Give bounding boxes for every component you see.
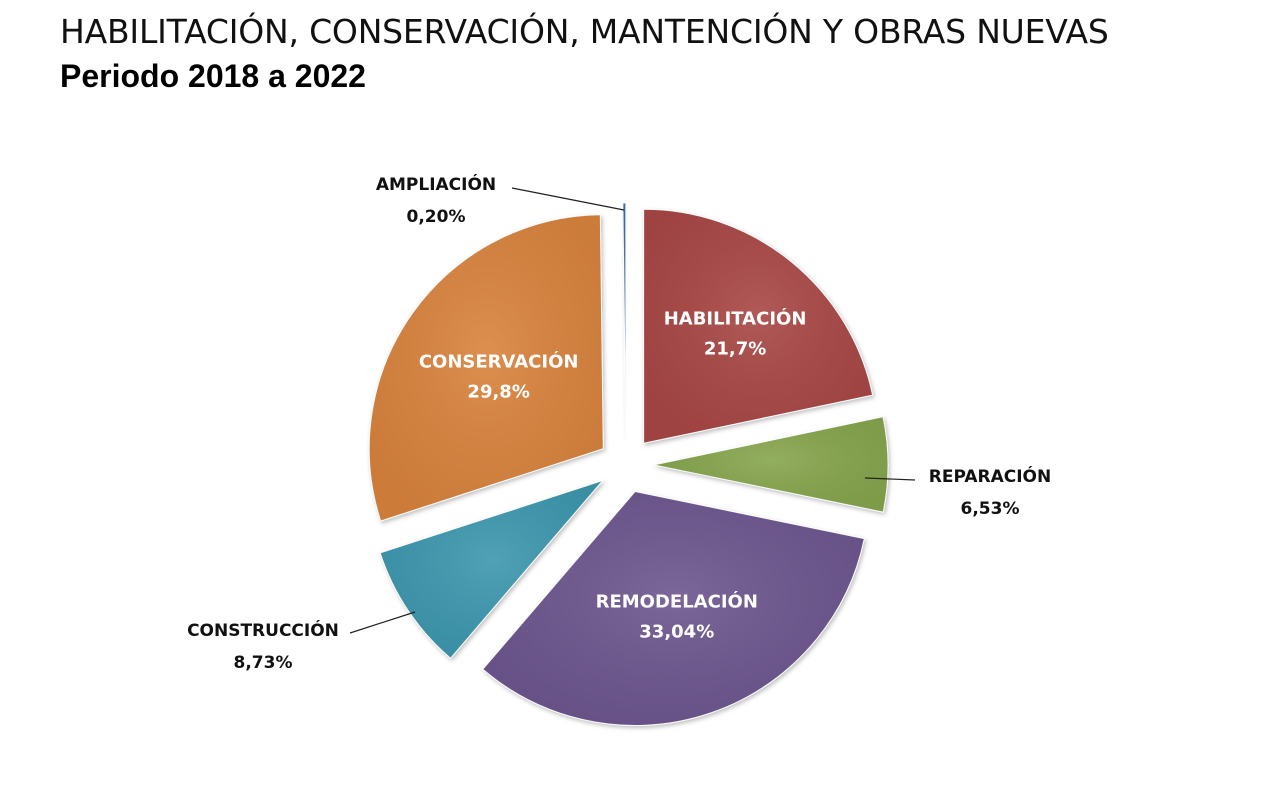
slice-label-ampliación: AMPLIACIÓN 0,20% bbox=[376, 173, 496, 227]
slice-label-conservación: CONSERVACIÓN 29,8% bbox=[419, 351, 579, 403]
leader-line-reparación bbox=[864, 477, 916, 481]
chart-subtitle: Periodo 2018 a 2022 bbox=[60, 58, 366, 94]
slice-label-reparación: REPARACIÓN 6,53% bbox=[929, 465, 1052, 519]
leader-line-construcción bbox=[349, 611, 416, 634]
leader-line-ampliación bbox=[511, 187, 625, 211]
slice-label-construcción: CONSTRUCCIÓN 8,73% bbox=[187, 619, 339, 673]
pie-slice-ampliación bbox=[622, 202, 627, 438]
chart-title: HABILITACIÓN, CONSERVACIÓN, MANTENCIÓN Y… bbox=[60, 12, 1109, 51]
slice-label-habilitación: HABILITACIÓN 21,7% bbox=[664, 308, 807, 360]
slice-label-remodelación: REMODELACIÓN 33,04% bbox=[596, 590, 758, 642]
